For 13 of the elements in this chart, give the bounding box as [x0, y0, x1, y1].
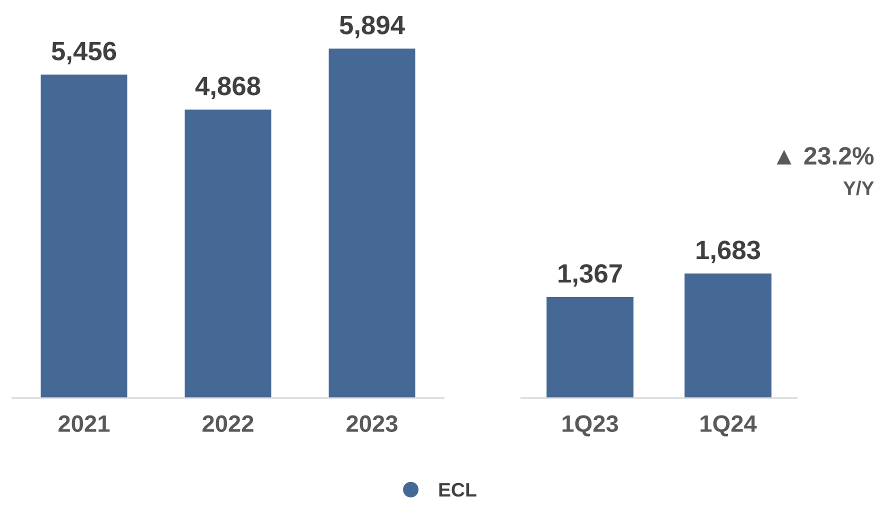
legend-label: ECL — [439, 482, 476, 497]
text: Y/Y — [843, 180, 874, 196]
data-label: 1,367 — [558, 264, 622, 287]
x-tick-label: 2021 — [58, 415, 110, 432]
data-label: 5,456 — [52, 42, 116, 64]
data-label: 1,683 — [696, 240, 760, 264]
text: ▲ 23.2% — [776, 147, 874, 165]
x-tick-label: 1Q23 — [562, 415, 618, 436]
data-label: 5,894 — [340, 16, 405, 38]
x-tick-label: 2023 — [346, 415, 398, 432]
x-tick-label: 2022 — [202, 415, 254, 432]
x-tick-label: 1Q24 — [700, 415, 757, 436]
data-label: 4,868 — [195, 76, 260, 100]
